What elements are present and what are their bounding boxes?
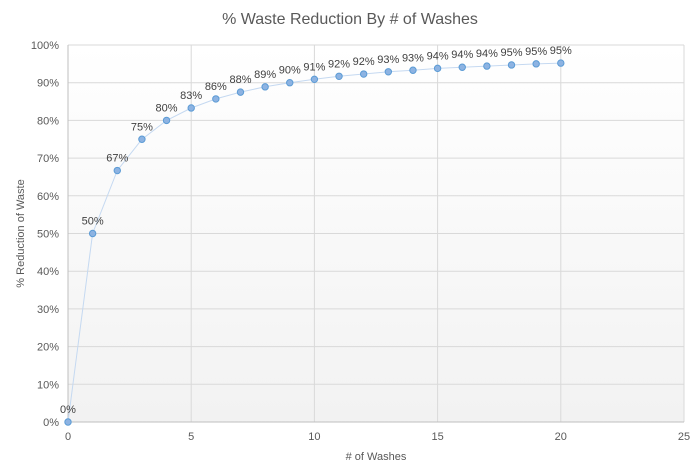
data-point xyxy=(335,72,343,80)
data-point xyxy=(286,79,294,87)
y-tick-label: 30% xyxy=(37,304,59,316)
data-label: 88% xyxy=(229,74,251,86)
data-label: 90% xyxy=(279,65,301,77)
x-tick-label: 0 xyxy=(65,431,71,443)
data-point xyxy=(483,62,491,70)
data-labels: 0%50%67%75%80%83%86%88% 89% 90% 91% 92% 92% 93… xyxy=(60,45,572,416)
data-point xyxy=(113,166,121,175)
data-label: 92% xyxy=(353,56,375,68)
data-label: 93% xyxy=(402,52,424,64)
data-label: 83% xyxy=(180,90,202,102)
data-label: 80% xyxy=(156,102,178,114)
x-tick-label: 10 xyxy=(308,431,320,443)
data-label: 94% xyxy=(451,49,473,61)
data-point xyxy=(236,88,245,96)
x-axis-title: # of Washes xyxy=(346,451,407,463)
gridlines xyxy=(68,44,685,422)
data-point xyxy=(162,116,171,125)
data-label: 50% xyxy=(82,216,104,228)
x-tick-label: 5 xyxy=(188,431,194,443)
y-tick-label: 0% xyxy=(43,417,59,429)
data-label: 91% xyxy=(303,61,325,73)
y-tick-label: 70% xyxy=(37,153,59,165)
x-tick-label: 25 xyxy=(678,431,690,443)
data-label: 75% xyxy=(131,121,153,133)
y-tick-label: 80% xyxy=(37,115,59,127)
data-point xyxy=(458,63,466,71)
data-point xyxy=(359,70,368,78)
y-tick-label: 10% xyxy=(37,379,59,391)
data-label: 95% xyxy=(525,46,547,58)
series xyxy=(64,59,565,426)
y-tick-label: 50% xyxy=(37,229,59,241)
data-point xyxy=(409,66,417,74)
data-point xyxy=(384,68,393,76)
y-tick-label: 60% xyxy=(37,191,59,203)
data-label: 86% xyxy=(205,81,227,93)
data-label: 0% xyxy=(60,404,76,416)
axes: 0% 10% 20% 30% 40% 50% 60% 70% 80% 90% 100% 0 5 10 15 2… xyxy=(31,40,690,443)
data-label: 94% xyxy=(427,50,449,62)
data-point xyxy=(187,104,195,112)
data-point xyxy=(532,60,540,68)
data-point xyxy=(507,61,516,69)
data-point xyxy=(138,135,146,143)
data-label: 94% xyxy=(476,48,498,60)
data-label: 92% xyxy=(328,58,350,70)
data-point xyxy=(557,59,565,67)
y-tick-label: 40% xyxy=(37,266,59,278)
y-tick-label: 90% xyxy=(37,78,59,90)
x-tick-label: 20 xyxy=(555,431,567,443)
y-tick-label: 100% xyxy=(31,40,59,52)
data-label: 95% xyxy=(501,47,523,59)
y-axis-title: % Reduction of Waste xyxy=(15,179,27,287)
data-point xyxy=(64,418,72,426)
x-tick-label: 15 xyxy=(431,431,443,443)
data-label: 95% xyxy=(550,45,572,57)
data-point xyxy=(433,64,442,73)
y-tick-label: 20% xyxy=(37,342,59,354)
data-point xyxy=(310,75,319,84)
data-point xyxy=(212,95,220,103)
data-point xyxy=(261,83,269,91)
data-label: 93% xyxy=(377,54,399,66)
data-label: 89% xyxy=(254,69,276,81)
chart-title: % Waste Reduction By # of Washes xyxy=(222,11,478,28)
data-label: 67% xyxy=(106,153,128,165)
data-point xyxy=(88,229,97,238)
